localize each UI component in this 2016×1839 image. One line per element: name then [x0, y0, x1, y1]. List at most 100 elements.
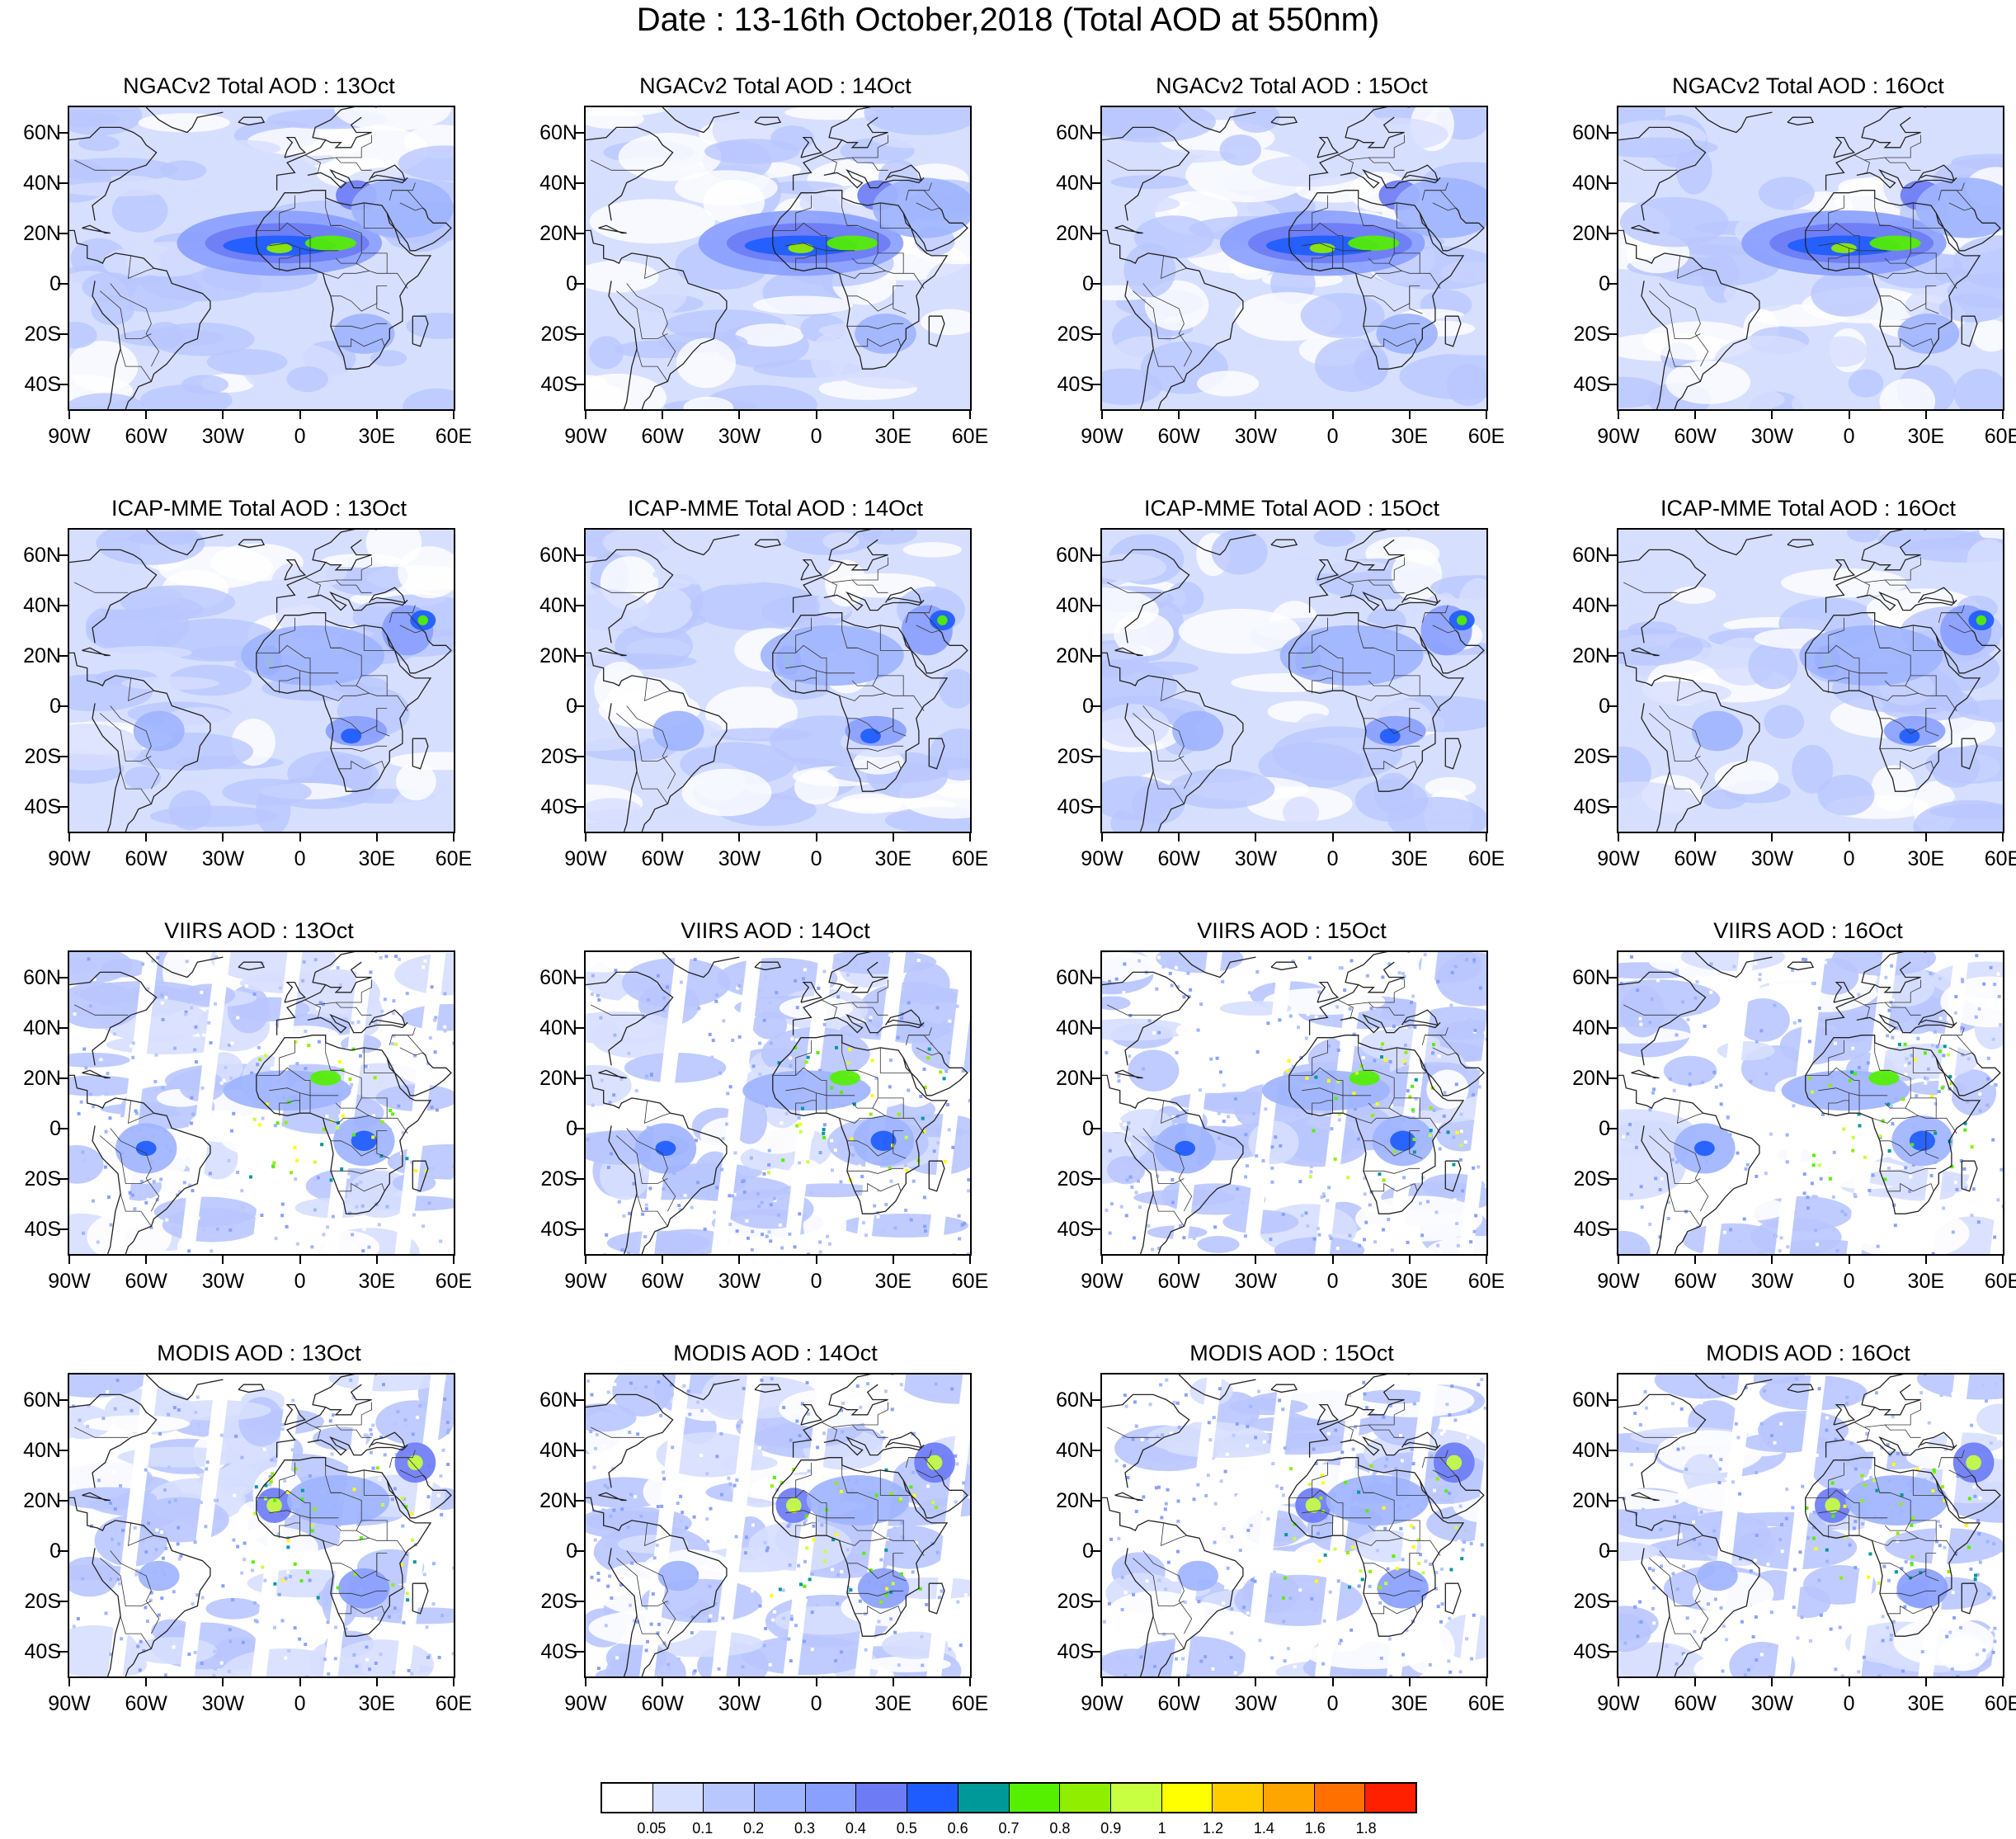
colorbar-swatch — [704, 1784, 756, 1812]
colorbar-label: 0.3 — [794, 1820, 816, 1837]
longitude-tick-label: 60W — [1157, 425, 1200, 448]
map-plot-area — [68, 106, 455, 411]
colorbar-label: 0.9 — [1100, 1820, 1122, 1837]
longitude-tick — [1486, 1678, 1487, 1686]
longitude-tick-label: 90W — [1081, 847, 1123, 870]
longitude-tick-label: 30E — [1391, 1692, 1429, 1715]
latitude-tick-label: 40S — [540, 372, 577, 396]
longitude-tick-label: 90W — [48, 425, 91, 448]
panel-title: MODIS AOD : 16Oct — [1706, 1341, 1910, 1365]
latitude-tick-label: 20S — [1057, 322, 1094, 346]
longitude-tick — [969, 833, 971, 842]
latitude-tick — [1607, 705, 1617, 707]
longitude-tick-label: 60E — [1984, 425, 2016, 448]
latitude-tick — [58, 1449, 68, 1451]
longitude-tick — [145, 1256, 148, 1264]
aod-map — [1102, 107, 1486, 409]
longitude-tick — [1331, 833, 1334, 842]
country-borders — [591, 557, 940, 804]
latitude-tick — [1607, 282, 1617, 285]
longitude-tick-label: 30W — [201, 1270, 245, 1293]
longitude-tick-label: 0 — [1326, 425, 1339, 448]
longitude-tick-label: 30W — [1234, 847, 1278, 870]
latitude-tick-label: 0 — [1082, 271, 1094, 295]
longitude-tick — [1771, 411, 1773, 419]
latitude-tick-label: 60N — [23, 965, 61, 989]
longitude-tick-label: 0 — [810, 1692, 822, 1715]
longitude-tick-label: 60W — [1674, 1692, 1717, 1715]
longitude-tick — [2002, 833, 2004, 842]
longitude-tick-label: 30W — [1234, 1270, 1278, 1293]
map-panel: NGACv2 Total AOD : 15Oct 60N 40N 20N 0 20S 40S… — [1036, 73, 1547, 485]
colorbar-swatch — [1161, 1784, 1213, 1812]
longitude-tick — [222, 411, 224, 419]
country-borders — [74, 134, 424, 382]
high-aod-pixels — [1807, 1042, 1974, 1181]
country-borders — [1623, 557, 1973, 804]
latitude-tick — [1607, 1600, 1617, 1602]
aod-map — [69, 530, 454, 832]
latitude-tick-label: 40S — [1057, 1639, 1094, 1663]
map-panel: VIIRS AOD : 13Oct 60N 40N 20N 0 20S 40S 90W 60W 3… — [3, 917, 515, 1330]
longitude-tick — [1618, 833, 1619, 842]
coastlines — [1102, 530, 1485, 832]
latitude-tick-label: 0 — [1082, 1539, 1094, 1563]
longitude-tick-label: 60E — [1984, 1692, 2016, 1715]
longitude-tick — [453, 1678, 455, 1686]
latitude-tick — [58, 182, 68, 184]
longitude-tick — [68, 411, 70, 419]
latitude-tick-label: 0 — [566, 1539, 577, 1563]
latitude-tick — [1090, 1127, 1100, 1129]
longitude-tick-label: 30W — [718, 425, 761, 448]
longitude-tick-label: 60W — [1157, 1692, 1200, 1715]
longitude-tick-label: 90W — [48, 1270, 91, 1293]
latitude-tick-label: 20N — [23, 221, 61, 245]
longitude-tick-label: 60E — [1467, 1692, 1505, 1715]
longitude-tick — [892, 1256, 894, 1264]
aod-map — [586, 530, 970, 832]
longitude-tick — [1924, 411, 1927, 419]
retrieval-pixels — [1619, 953, 2003, 1254]
latitude-tick — [1090, 1228, 1100, 1230]
latitude-tick — [1090, 232, 1100, 234]
map-plot-area — [68, 528, 455, 833]
country-borders — [1623, 134, 1973, 382]
longitude-tick — [1771, 1678, 1773, 1686]
latitude-tick-label: 20S — [1573, 744, 1610, 768]
coastlines — [1618, 530, 2001, 832]
longitude-tick — [1618, 411, 1619, 419]
longitude-tick-label: 90W — [1597, 1692, 1640, 1715]
latitude-tick-label: 40S — [1057, 372, 1094, 396]
latitude-tick-label: 60N — [1056, 965, 1094, 989]
longitude-tick — [1331, 1678, 1334, 1686]
longitude-tick — [1694, 1678, 1697, 1686]
latitude-tick — [1090, 705, 1100, 707]
colorbar-label: 0.5 — [896, 1820, 917, 1837]
panel-title: NGACv2 Total AOD : 14Oct — [639, 73, 911, 98]
aod-plumes — [133, 605, 436, 752]
aod-background-field — [1102, 530, 1486, 832]
latitude-tick-label: 40S — [540, 1639, 577, 1663]
latitude-tick — [1090, 1549, 1100, 1552]
map-plot-area — [584, 1373, 972, 1678]
aod-map — [1618, 1375, 2003, 1676]
latitude-tick-label: 0 — [1599, 694, 1610, 718]
country-borders — [74, 557, 424, 804]
aod-plumes — [657, 1442, 955, 1609]
latitude-tick — [1607, 1177, 1617, 1180]
longitude-tick — [1408, 411, 1411, 419]
longitude-tick-label: 0 — [294, 1692, 306, 1715]
map-plot-area — [1617, 950, 2004, 1256]
map-panel: VIIRS AOD : 16Oct 60N 40N 20N 0 20S 40S 90W 60W 3… — [1552, 917, 2016, 1330]
latitude-tick-label: 20N — [539, 1488, 577, 1512]
longitude-tick — [375, 1256, 378, 1264]
aod-map — [1618, 107, 2003, 409]
longitude-tick-label: 60W — [641, 847, 684, 870]
aod-map — [586, 1375, 970, 1676]
latitude-tick-label: 40S — [1573, 372, 1610, 396]
longitude-tick-label: 0 — [1326, 847, 1339, 870]
longitude-tick — [1178, 1256, 1180, 1264]
panel-title: MODIS AOD : 15Oct — [1189, 1341, 1394, 1365]
latitude-tick — [574, 131, 584, 134]
longitude-tick — [1255, 411, 1257, 419]
